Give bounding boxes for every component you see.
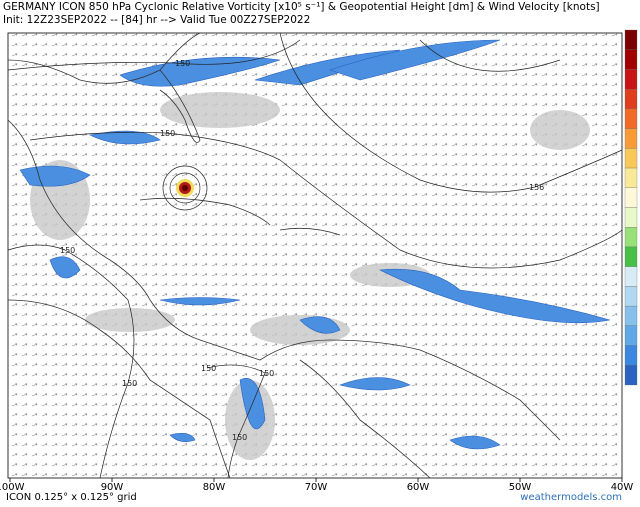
contour-label: 150 xyxy=(201,364,216,373)
colorbar-cell xyxy=(624,286,638,307)
colorbar-cell xyxy=(624,29,638,50)
lon-label: 90W xyxy=(101,482,124,490)
map: 150 150 150 150 150 150 150 156 100W 90W 8… xyxy=(0,29,638,490)
lon-label: 60W xyxy=(407,482,430,490)
coastlines xyxy=(7,32,561,479)
contour-label: 156 xyxy=(529,183,544,192)
colorbar xyxy=(624,29,638,386)
colorbar-cell xyxy=(624,148,638,169)
colorbar-cell xyxy=(624,227,638,248)
colorbar-cell xyxy=(624,167,638,188)
contour-label: 150 xyxy=(60,246,75,255)
lon-label: 40W xyxy=(611,482,634,490)
gray-patches xyxy=(30,92,590,460)
contour-label: 150 xyxy=(259,369,274,378)
colorbar-cell xyxy=(624,345,638,366)
colorbar-cell xyxy=(624,187,638,208)
wind-arrows xyxy=(8,33,622,478)
lon-label: 50W xyxy=(509,482,532,490)
colorbar-cell xyxy=(624,108,638,129)
colorbar-cell xyxy=(624,266,638,287)
lon-label: 70W xyxy=(305,482,328,490)
colorbar-cell xyxy=(624,246,638,267)
colorbar-cell xyxy=(624,207,638,228)
contour-label: 150 xyxy=(160,129,175,138)
footer-left: ICON 0.125° x 0.125° grid xyxy=(6,492,137,503)
colorbar-cell xyxy=(624,69,638,90)
contour-label: 150 xyxy=(232,433,247,442)
header-subtitle: Init: 12Z23SEP2022 -- [84] hr --> Valid … xyxy=(3,14,311,26)
colorbar-cell xyxy=(624,49,638,70)
colorbar-cell xyxy=(624,305,638,326)
contour-label: 150 xyxy=(175,59,190,68)
hurricane xyxy=(162,165,208,211)
height-contours xyxy=(7,32,623,479)
colorbar-cell xyxy=(624,89,638,110)
lon-label: 100W xyxy=(0,482,25,490)
colorbar-cell xyxy=(624,128,638,149)
lon-axis: 100W 90W 80W 70W 60W 50W 40W xyxy=(0,478,633,490)
lon-label: 80W xyxy=(203,482,226,490)
header-title: GERMANY ICON 850 hPa Cyclonic Relative V… xyxy=(3,1,600,13)
colorbar-cell xyxy=(624,325,638,346)
colorbar-cell xyxy=(624,365,638,386)
contour-label: 150 xyxy=(122,379,137,388)
footer-right: weathermodels.com xyxy=(520,492,622,503)
